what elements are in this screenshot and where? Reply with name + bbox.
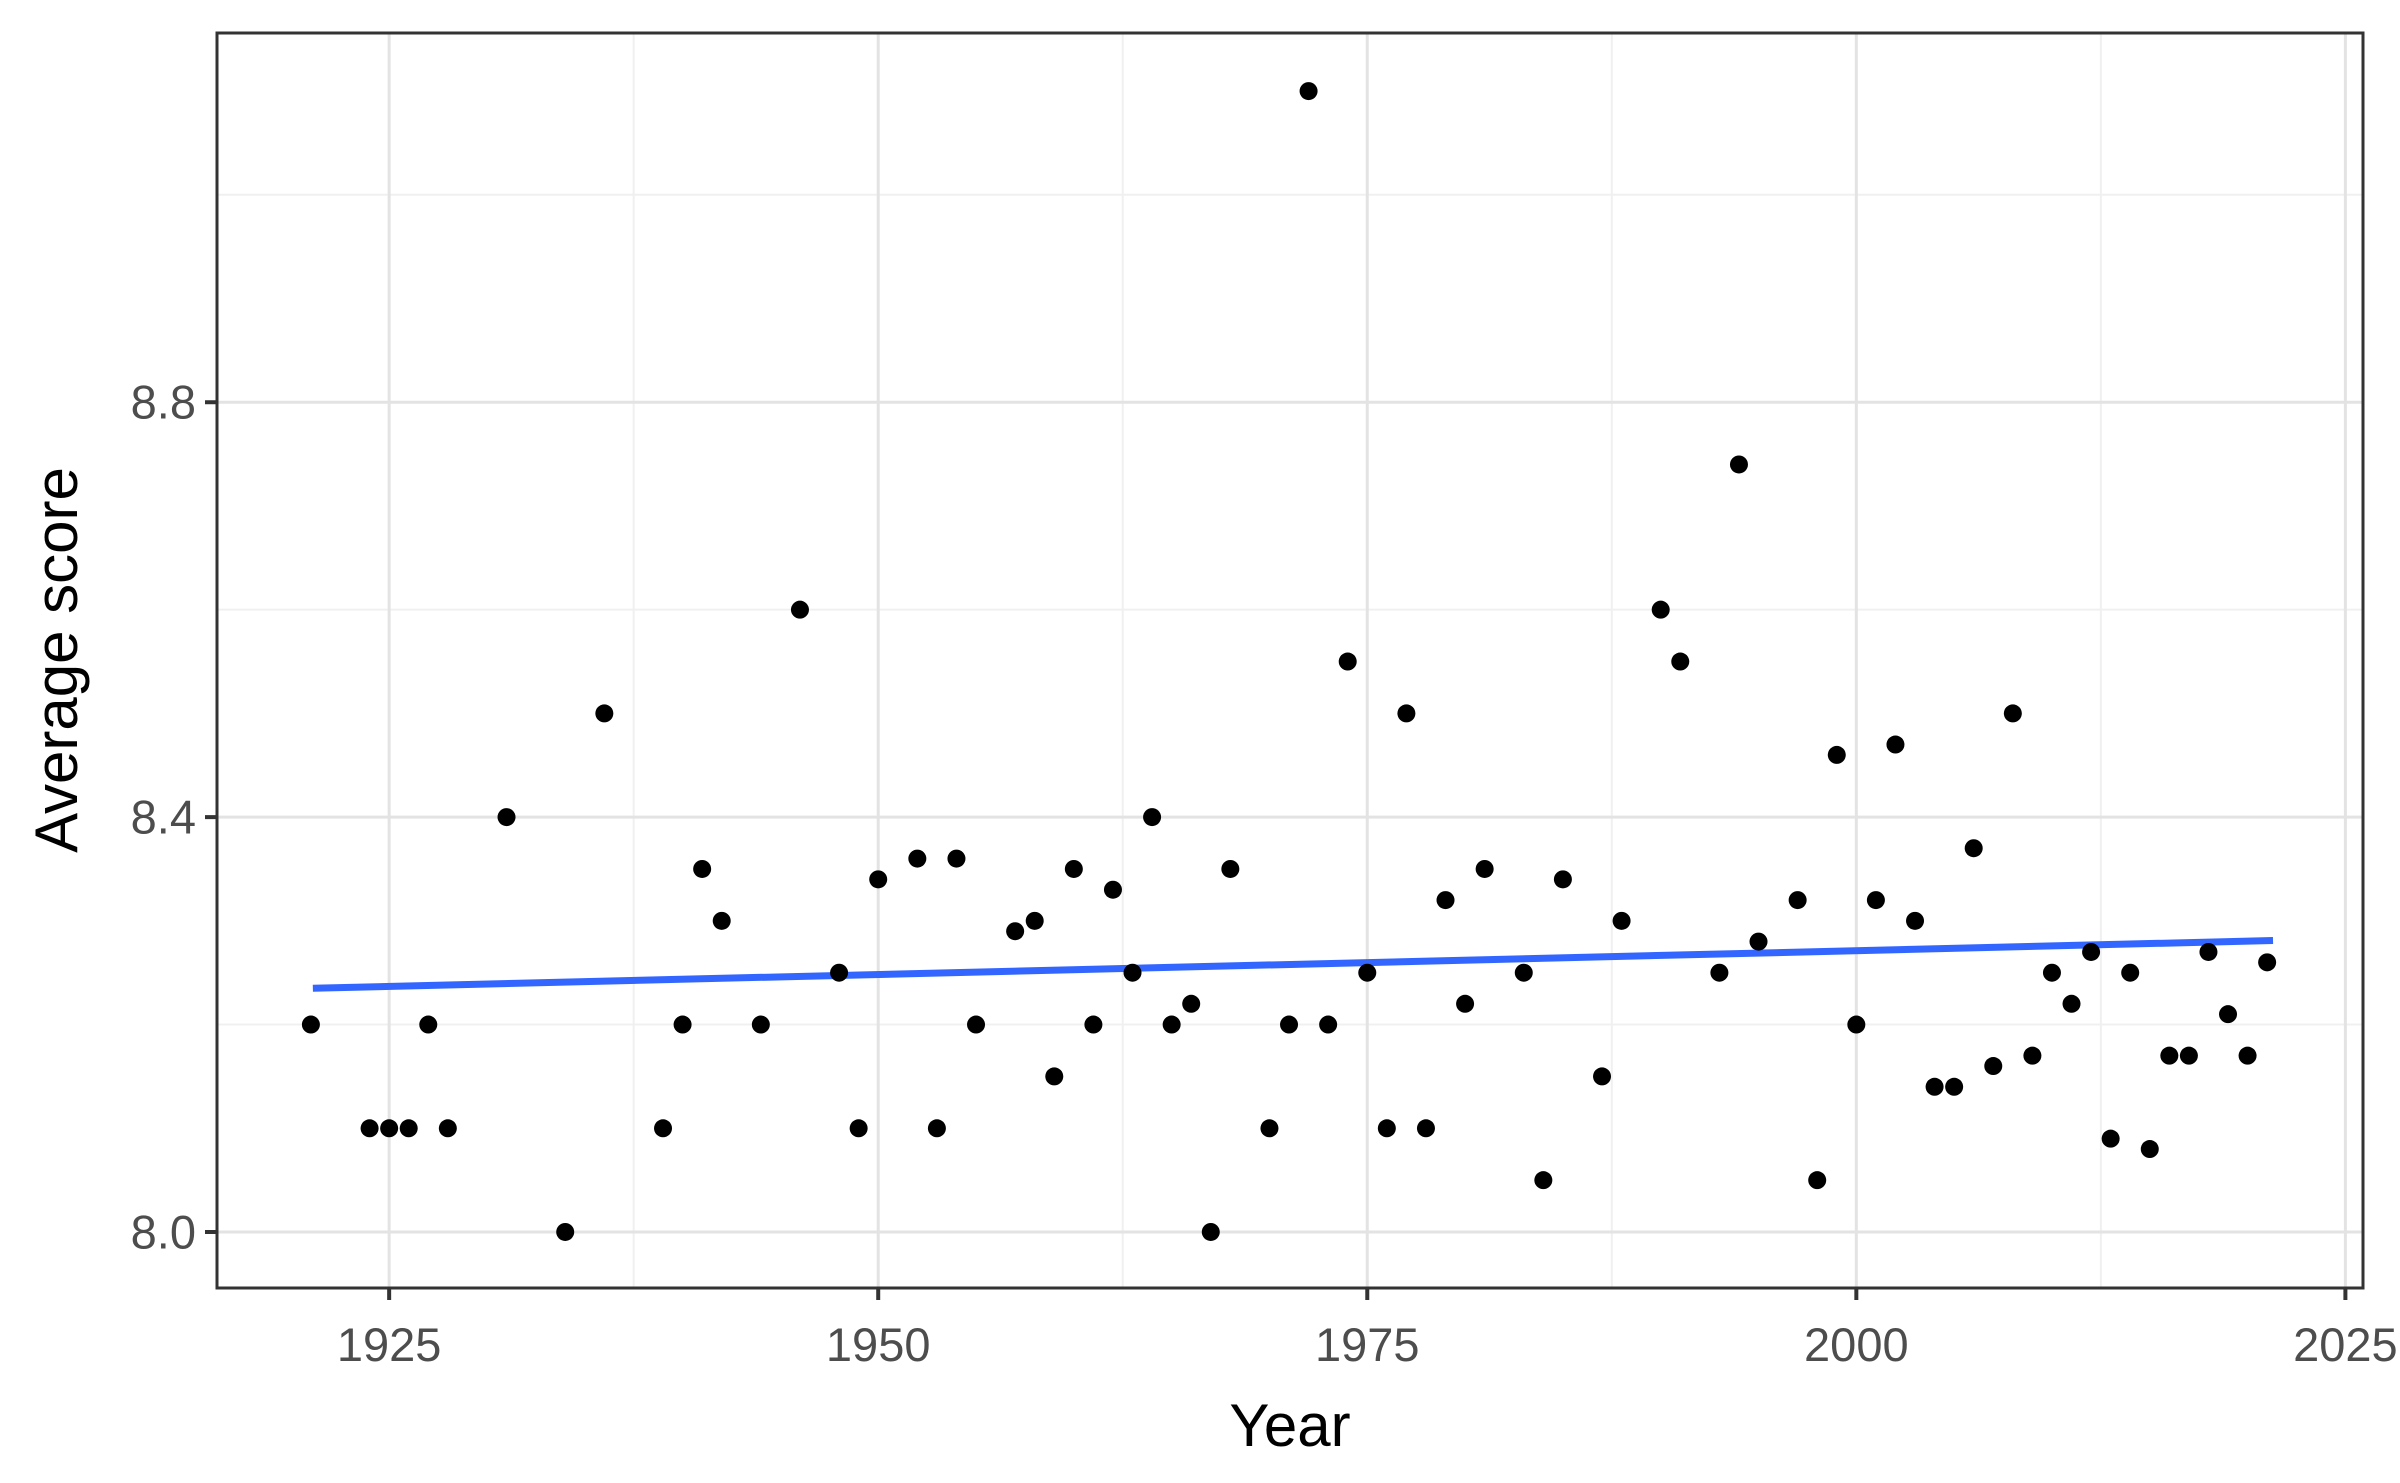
data-point <box>1338 652 1357 671</box>
data-point <box>1945 1077 1964 1096</box>
data-point <box>1123 963 1142 982</box>
data-point <box>1162 1015 1181 1034</box>
panel-background <box>217 33 2363 1288</box>
data-point <box>693 859 712 878</box>
x-axis-title: Year <box>1229 1392 1351 1459</box>
data-point <box>1827 745 1846 764</box>
data-point <box>1064 859 1083 878</box>
data-point <box>1084 1015 1103 1034</box>
data-point <box>2238 1046 2257 1065</box>
data-point <box>927 1119 946 1138</box>
data-point <box>2179 1046 2198 1065</box>
data-point <box>2199 942 2218 961</box>
data-point <box>2258 953 2277 972</box>
data-point <box>2042 963 2061 982</box>
data-point <box>849 1119 868 1138</box>
data-point <box>1436 891 1455 910</box>
data-point <box>1299 82 1318 101</box>
data-point <box>1143 808 1162 827</box>
data-point <box>2121 963 2140 982</box>
y-tick-label: 8.8 <box>130 375 196 429</box>
y-axis-title: Average score <box>23 467 90 853</box>
data-point <box>380 1119 399 1138</box>
data-point <box>1906 911 1925 930</box>
data-point <box>1045 1067 1064 1086</box>
x-tick-label: 1950 <box>825 1318 931 1371</box>
data-point <box>1612 911 1631 930</box>
data-point <box>2219 1005 2238 1024</box>
data-point <box>360 1119 379 1138</box>
data-point <box>1260 1119 1279 1138</box>
data-point <box>1984 1057 2003 1076</box>
data-point <box>790 600 809 619</box>
data-point <box>1103 880 1122 899</box>
data-point <box>419 1015 438 1034</box>
data-point <box>1201 1222 1220 1241</box>
data-point <box>2003 704 2022 723</box>
data-point <box>595 704 614 723</box>
data-point <box>1593 1067 1612 1086</box>
data-point <box>497 808 516 827</box>
data-point <box>1710 963 1729 982</box>
data-point <box>1475 859 1494 878</box>
data-point <box>2062 994 2081 1013</box>
data-point <box>869 870 888 889</box>
data-point <box>947 849 966 868</box>
data-point <box>1025 911 1044 930</box>
data-point <box>1221 859 1240 878</box>
data-point <box>1182 994 1201 1013</box>
data-point <box>751 1015 770 1034</box>
data-point <box>2140 1140 2159 1159</box>
data-point <box>1280 1015 1299 1034</box>
data-point <box>1808 1171 1827 1190</box>
data-point <box>1651 600 1670 619</box>
data-point <box>2082 942 2101 961</box>
data-point <box>1534 1171 1553 1190</box>
data-point <box>1416 1119 1435 1138</box>
data-point <box>556 1222 575 1241</box>
data-point <box>1377 1119 1396 1138</box>
data-point <box>1006 922 1025 941</box>
data-point <box>2101 1129 2120 1148</box>
data-point <box>1553 870 1572 889</box>
data-point <box>1964 839 1983 858</box>
data-point <box>830 963 849 982</box>
data-point <box>908 849 927 868</box>
data-point <box>1671 652 1690 671</box>
data-point <box>1319 1015 1338 1034</box>
y-tick-label: 8.0 <box>130 1205 196 1259</box>
x-tick-label: 1925 <box>336 1318 442 1371</box>
x-tick-label: 2000 <box>1804 1318 1909 1371</box>
data-point <box>1749 932 1768 951</box>
data-point <box>1514 963 1533 982</box>
data-point <box>438 1119 457 1138</box>
data-point <box>1847 1015 1866 1034</box>
data-point <box>712 911 731 930</box>
x-tick-label: 1975 <box>1314 1318 1420 1371</box>
data-point <box>673 1015 692 1034</box>
data-point <box>2023 1046 2042 1065</box>
data-point <box>301 1015 320 1034</box>
data-point <box>1866 891 1885 910</box>
data-point <box>399 1119 418 1138</box>
data-point <box>1358 963 1377 982</box>
y-tick-label: 8.4 <box>130 790 196 844</box>
data-point <box>1886 735 1905 754</box>
data-point <box>1788 891 1807 910</box>
data-point <box>1397 704 1416 723</box>
x-tick-label: 2025 <box>2293 1318 2398 1371</box>
trend-line <box>312 937 2274 992</box>
panel-border <box>215 31 2365 1290</box>
data-point <box>967 1015 986 1034</box>
data-point <box>2160 1046 2179 1065</box>
data-point <box>654 1119 673 1138</box>
data-point <box>1925 1077 1944 1096</box>
data-point <box>1456 994 1475 1013</box>
data-point <box>1729 455 1748 474</box>
